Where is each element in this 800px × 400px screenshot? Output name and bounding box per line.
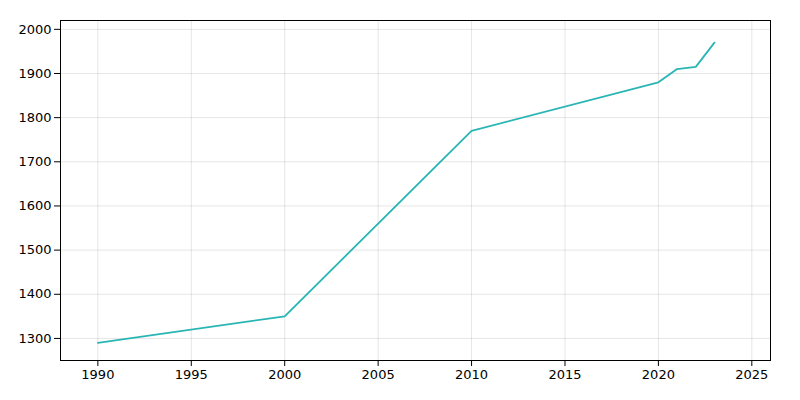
svg-text:1500: 1500 (18, 242, 51, 257)
svg-text:1800: 1800 (18, 110, 51, 125)
svg-text:2005: 2005 (362, 367, 395, 382)
svg-text:1700: 1700 (18, 154, 51, 169)
svg-text:2010: 2010 (455, 367, 488, 382)
svg-text:1300: 1300 (18, 331, 51, 346)
svg-text:1900: 1900 (18, 66, 51, 81)
svg-text:2000: 2000 (18, 21, 51, 36)
svg-text:2020: 2020 (642, 367, 675, 382)
svg-text:1400: 1400 (18, 286, 51, 301)
svg-text:1990: 1990 (81, 367, 114, 382)
svg-text:1995: 1995 (175, 367, 208, 382)
svg-text:2000: 2000 (268, 367, 301, 382)
svg-text:2025: 2025 (735, 367, 768, 382)
svg-text:1600: 1600 (18, 198, 51, 213)
svg-text:2015: 2015 (548, 367, 581, 382)
